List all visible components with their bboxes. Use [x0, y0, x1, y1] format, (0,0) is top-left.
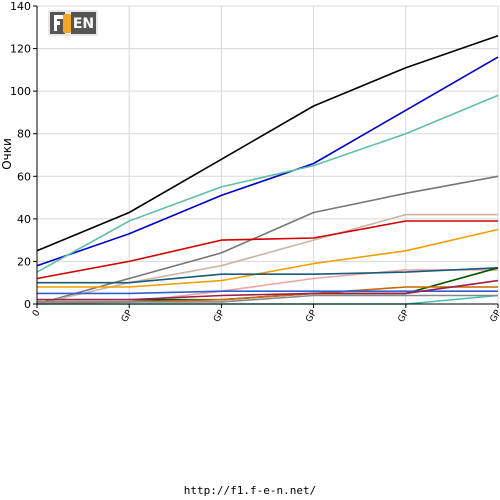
f1en-logo: EN [48, 10, 98, 36]
y-tick-label: 100 [10, 85, 31, 98]
chart-axes: 0 20 40 60 80 100 120 140 0 GP GP GP GP GP [10, 0, 500, 324]
footer-url: http://f1.f-e-n.net/ [183, 484, 317, 497]
y-tick-label: 20 [17, 255, 31, 268]
x-tick-label: GP [212, 308, 227, 324]
chart-series [36, 35, 499, 305]
chart-grid [36, 5, 499, 305]
y-tick-label: 140 [10, 0, 31, 13]
series-line-13 [37, 279, 499, 301]
series-line-15 [37, 294, 498, 303]
svg-text:EN: EN [73, 16, 94, 32]
series-line-6 [36, 220, 498, 280]
y-tick-label: 60 [17, 170, 31, 183]
x-tick-label: GP [397, 308, 412, 324]
x-tick-label: GP [489, 308, 500, 324]
series-line-7 [37, 228, 499, 288]
y-axis-label: Очки [0, 138, 14, 170]
x-tick-label: GP [304, 308, 319, 324]
series-line-1 [36, 35, 499, 252]
series-line-2 [36, 56, 499, 267]
y-tick-label: 0 [24, 298, 31, 311]
plot-area [37, 6, 498, 304]
x-tick-label: GP [120, 308, 135, 324]
y-tick-label: 120 [10, 43, 31, 56]
series-line-3 [36, 94, 499, 273]
y-tick-label: 80 [17, 128, 31, 141]
series-line-9 [37, 267, 499, 284]
x-tick-label: 0 [31, 308, 43, 318]
y-tick-label: 40 [17, 213, 31, 226]
